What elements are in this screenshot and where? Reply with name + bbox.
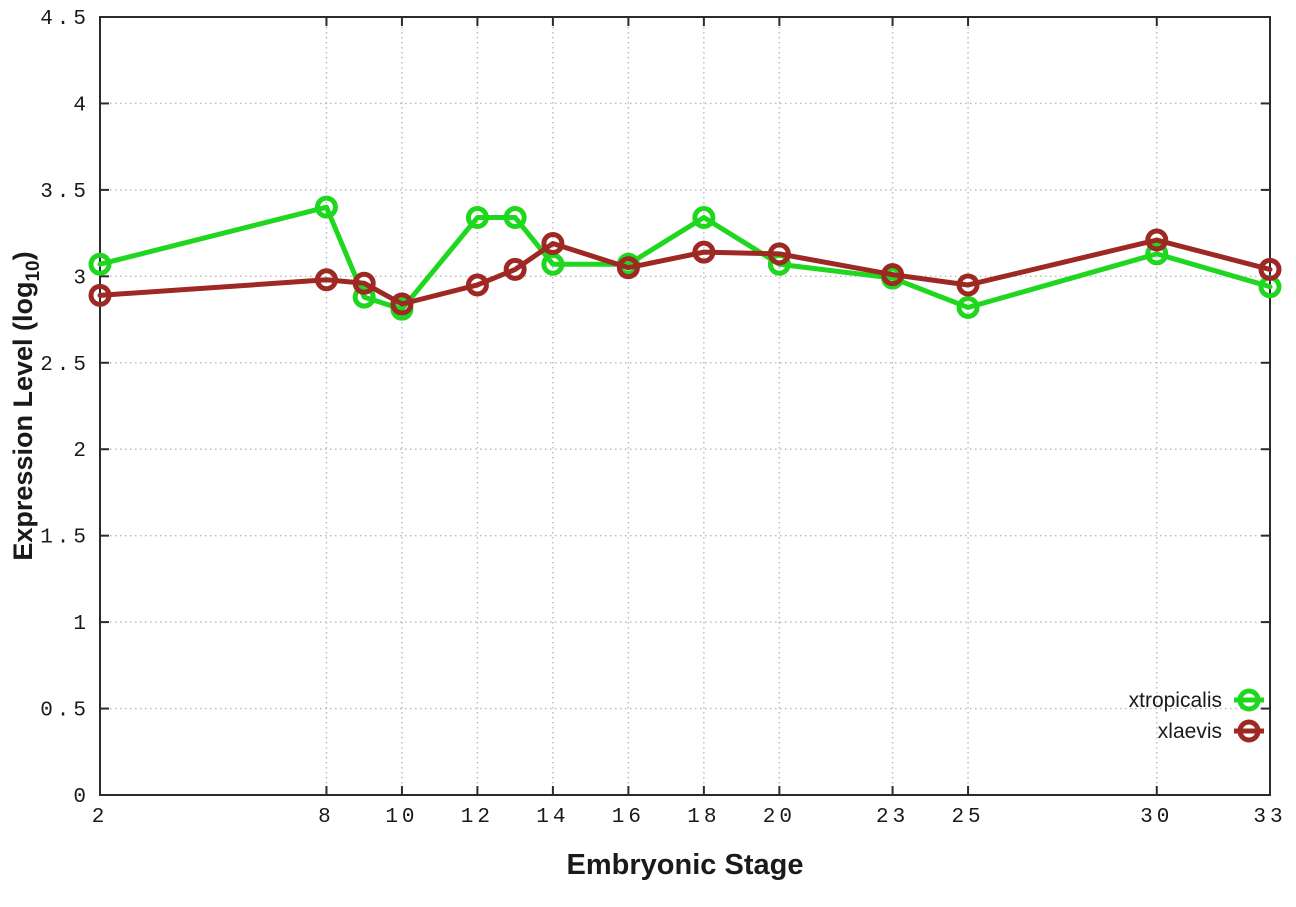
data-point-xlaevis <box>352 271 376 295</box>
legend: xtropicalis xlaevis <box>1129 688 1264 743</box>
data-point-xlaevis <box>956 273 980 297</box>
x-tick-label: 12 <box>461 806 494 829</box>
axis-ticks: 2 8 10 12 14 16 18 20 23 25 30 33 0 0.5 1 1.5 2 2.5 3 3.5 4 4… <box>40 8 1286 829</box>
data-point-xlaevis <box>616 256 640 280</box>
series-xtropicalis <box>88 195 1282 321</box>
plot-border <box>99 16 1271 796</box>
data-point-xlaevis <box>692 240 716 264</box>
legend-label: xtropicalis <box>1129 689 1222 712</box>
x-tick-label: 2 <box>92 806 109 829</box>
data-point-xlaevis <box>881 263 905 287</box>
data-point-xtropicalis <box>956 295 980 319</box>
legend-label: xlaevis <box>1158 720 1222 743</box>
data-point-xlaevis <box>767 242 791 266</box>
data-point-xtropicalis <box>541 252 565 276</box>
x-tick-label: 25 <box>951 806 984 829</box>
x-tick-label: 20 <box>763 806 796 829</box>
gridlines <box>100 17 1270 795</box>
x-tick-label: 23 <box>876 806 909 829</box>
x-axis-title: Embryonic Stage <box>567 849 804 881</box>
data-point-xlaevis <box>88 283 112 307</box>
x-tick-label: 14 <box>536 806 569 829</box>
y-tick-label: 1 <box>73 613 90 636</box>
data-point-xtropicalis <box>692 206 716 230</box>
data-point-xlaevis <box>1258 257 1282 281</box>
x-tick-label: 30 <box>1140 806 1173 829</box>
y-tick-label: 3.5 <box>40 181 90 204</box>
y-tick-label: 4.5 <box>40 8 90 31</box>
legend-entry-xtropicalis: xtropicalis <box>1129 688 1264 712</box>
y-tick-label: 2 <box>73 440 90 463</box>
legend-entry-xlaevis: xlaevis <box>1158 719 1264 743</box>
y-tick-label: 0.5 <box>40 700 90 723</box>
data-point-xtropicalis <box>1145 242 1169 266</box>
data-point-xlaevis <box>465 273 489 297</box>
data-point-xtropicalis <box>88 252 112 276</box>
x-tick-label: 16 <box>612 806 645 829</box>
series-xlaevis <box>88 228 1282 316</box>
data-point-xlaevis <box>1145 228 1169 252</box>
data-point-xtropicalis <box>314 195 338 219</box>
y-tick-label: 1.5 <box>40 527 90 550</box>
legend-sample-marker <box>1237 688 1261 712</box>
data-point-xtropicalis <box>352 285 376 309</box>
legend-sample-marker <box>1237 719 1261 743</box>
x-tick-label: 8 <box>318 806 335 829</box>
data-point-xlaevis <box>541 231 565 255</box>
y-tick-label: 2.5 <box>40 354 90 377</box>
y-tick-label: 0 <box>73 786 90 809</box>
data-point-xlaevis <box>390 292 414 316</box>
data-point-xtropicalis <box>465 206 489 230</box>
y-tick-label: 3 <box>73 267 90 290</box>
data-point-xlaevis <box>314 268 338 292</box>
x-tick-label: 10 <box>385 806 418 829</box>
data-point-xlaevis <box>503 257 527 281</box>
y-tick-label: 4 <box>73 94 90 117</box>
y-axis-title: Expression Level (log10) <box>8 251 44 560</box>
x-tick-label: 18 <box>687 806 720 829</box>
data-point-xtropicalis <box>503 206 527 230</box>
x-tick-label: 33 <box>1253 806 1286 829</box>
